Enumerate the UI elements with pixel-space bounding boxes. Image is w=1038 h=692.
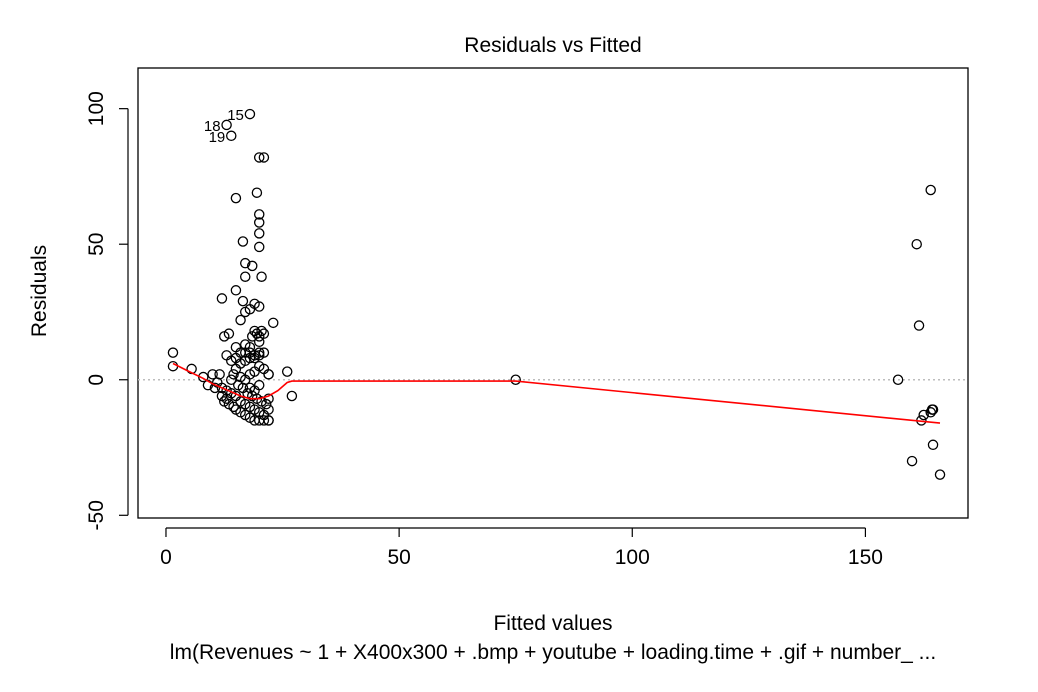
residual-point	[244, 108, 256, 120]
residual-point	[258, 328, 270, 339]
residual-point	[263, 369, 274, 380]
residual-point	[263, 415, 274, 426]
residual-point	[251, 328, 263, 339]
residual-point	[253, 350, 265, 361]
residual-point	[286, 390, 298, 402]
chart-title: Residuals vs Fitted	[464, 34, 641, 57]
residual-point	[228, 401, 239, 413]
residual-point	[230, 341, 242, 353]
residual-point	[216, 293, 228, 304]
x-tick-label: 0	[160, 546, 172, 569]
residual-point	[237, 295, 249, 307]
residual-point	[226, 374, 237, 385]
residual-point	[228, 369, 239, 380]
plot-border	[137, 67, 969, 519]
residual-point	[235, 314, 246, 326]
residual-point	[244, 341, 256, 353]
x-tick-label: 50	[387, 546, 410, 569]
residual-point	[927, 404, 939, 415]
residual-point	[253, 228, 265, 239]
residual-point	[934, 469, 946, 480]
residual-point	[263, 393, 274, 404]
residual-point	[239, 257, 251, 269]
residual-point	[253, 217, 265, 228]
residual-point	[281, 366, 293, 377]
residual-point	[253, 209, 265, 220]
residual-point	[246, 260, 258, 272]
outlier-label: 19	[209, 129, 226, 146]
residual-point	[906, 455, 918, 467]
residual-point	[214, 369, 225, 380]
residual-point	[918, 409, 929, 421]
y-tick-label: -50	[85, 500, 108, 530]
x-tick-label: 150	[848, 546, 883, 569]
residual-point	[235, 371, 246, 383]
residual-point	[892, 374, 904, 385]
residual-point	[258, 415, 270, 426]
residual-point	[253, 241, 265, 253]
residual-point	[913, 320, 925, 331]
residual-point	[209, 382, 221, 394]
residual-point	[207, 369, 218, 380]
y-axis-label: Residuals	[28, 245, 51, 337]
residual-point	[260, 398, 272, 410]
residual-point	[927, 439, 939, 451]
x-tick-label: 100	[615, 546, 650, 569]
residual-point	[239, 271, 251, 282]
residual-point	[221, 119, 232, 131]
residual-point	[230, 285, 242, 296]
residual-point	[253, 379, 265, 391]
residual-point	[230, 192, 242, 204]
x-axis-label: Fitted values	[493, 612, 612, 635]
chart-subtitle: lm(Revenues ~ 1 + X400x300 + .bmp + yout…	[170, 641, 936, 664]
smooth-line	[172, 362, 941, 424]
residual-point	[226, 130, 237, 142]
residual-point	[253, 152, 265, 163]
residual-point	[263, 404, 274, 415]
residual-point	[221, 350, 232, 361]
outlier-label: 18	[204, 118, 221, 135]
residual-point	[251, 187, 263, 198]
residual-point	[223, 328, 235, 339]
residual-point	[510, 374, 521, 385]
residual-point	[258, 152, 270, 163]
residual-point	[911, 238, 922, 250]
residual-point	[256, 271, 267, 282]
y-tick-label: 50	[85, 233, 108, 256]
residual-point	[253, 301, 265, 312]
residual-point	[267, 317, 279, 329]
residual-point	[167, 347, 179, 358]
residual-point	[925, 184, 936, 196]
y-tick-label: 100	[85, 91, 108, 126]
residual-point	[237, 236, 249, 247]
outlier-label: 15	[227, 107, 244, 124]
y-tick-label: 0	[85, 374, 108, 386]
